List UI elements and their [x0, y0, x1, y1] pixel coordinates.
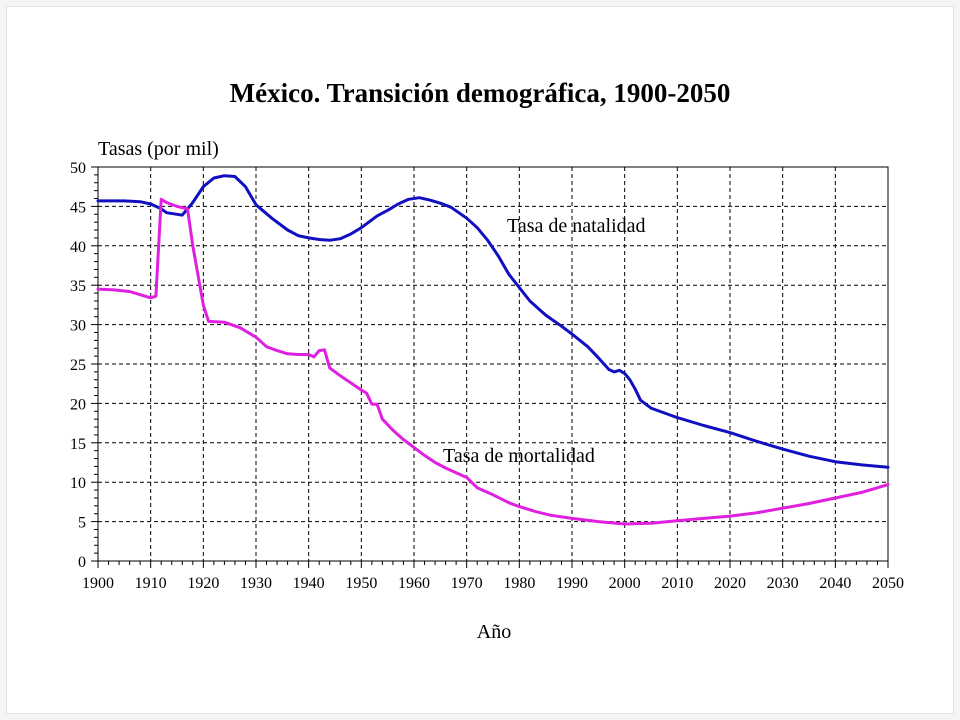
y-tick-label: 50	[70, 160, 86, 177]
natality-label: Tasa de natalidad	[507, 215, 646, 237]
x-tick-label: 2020	[714, 575, 746, 592]
x-tick-label: 1960	[398, 575, 430, 592]
y-tick-label: 40	[70, 239, 86, 256]
x-tick-label: 1950	[345, 575, 377, 592]
y-tick-label: 45	[70, 199, 86, 216]
y-tick-label: 25	[70, 357, 86, 374]
x-tick-label: 1930	[240, 575, 272, 592]
x-tick-label: 1900	[82, 575, 114, 592]
x-tick-label: 1980	[503, 575, 535, 592]
x-tick-label: 2010	[661, 575, 693, 592]
mortality-line	[96, 197, 890, 526]
chart-title: México. Transición demográfica, 1900-205…	[229, 78, 731, 108]
y-tick-label: 15	[70, 436, 86, 453]
y-axis-title: Tasas (por mil)	[98, 138, 219, 160]
grid-lines	[98, 167, 888, 561]
x-tick-label: 2030	[767, 575, 799, 592]
axis-ticks: 1900 1910 1920 1930 1940 1950 1960 1970 1980 1990…	[70, 160, 904, 592]
y-tick-label: 5	[78, 515, 86, 532]
y-tick-label: 20	[70, 396, 86, 413]
x-tick-label: 1970	[451, 575, 483, 592]
y-tick-label: 30	[70, 318, 86, 335]
x-axis-title: Año	[477, 621, 511, 643]
slide-background	[6, 6, 954, 714]
x-tick-label: 1940	[293, 575, 325, 592]
y-tick-label: 10	[70, 475, 86, 492]
y-tick-label: 35	[70, 278, 86, 295]
x-tick-label: 2050	[872, 575, 904, 592]
x-tick-label: 2040	[819, 575, 851, 592]
natality-line	[96, 174, 890, 469]
mortality-label: Tasa de mortalidad	[443, 445, 595, 467]
x-tick-label: 1920	[187, 575, 219, 592]
series-layer	[96, 174, 890, 526]
x-tick-label: 1910	[135, 575, 167, 592]
y-tick-label: 0	[78, 554, 86, 571]
x-tick-label: 1990	[556, 575, 588, 592]
x-tick-label: 2000	[609, 575, 641, 592]
